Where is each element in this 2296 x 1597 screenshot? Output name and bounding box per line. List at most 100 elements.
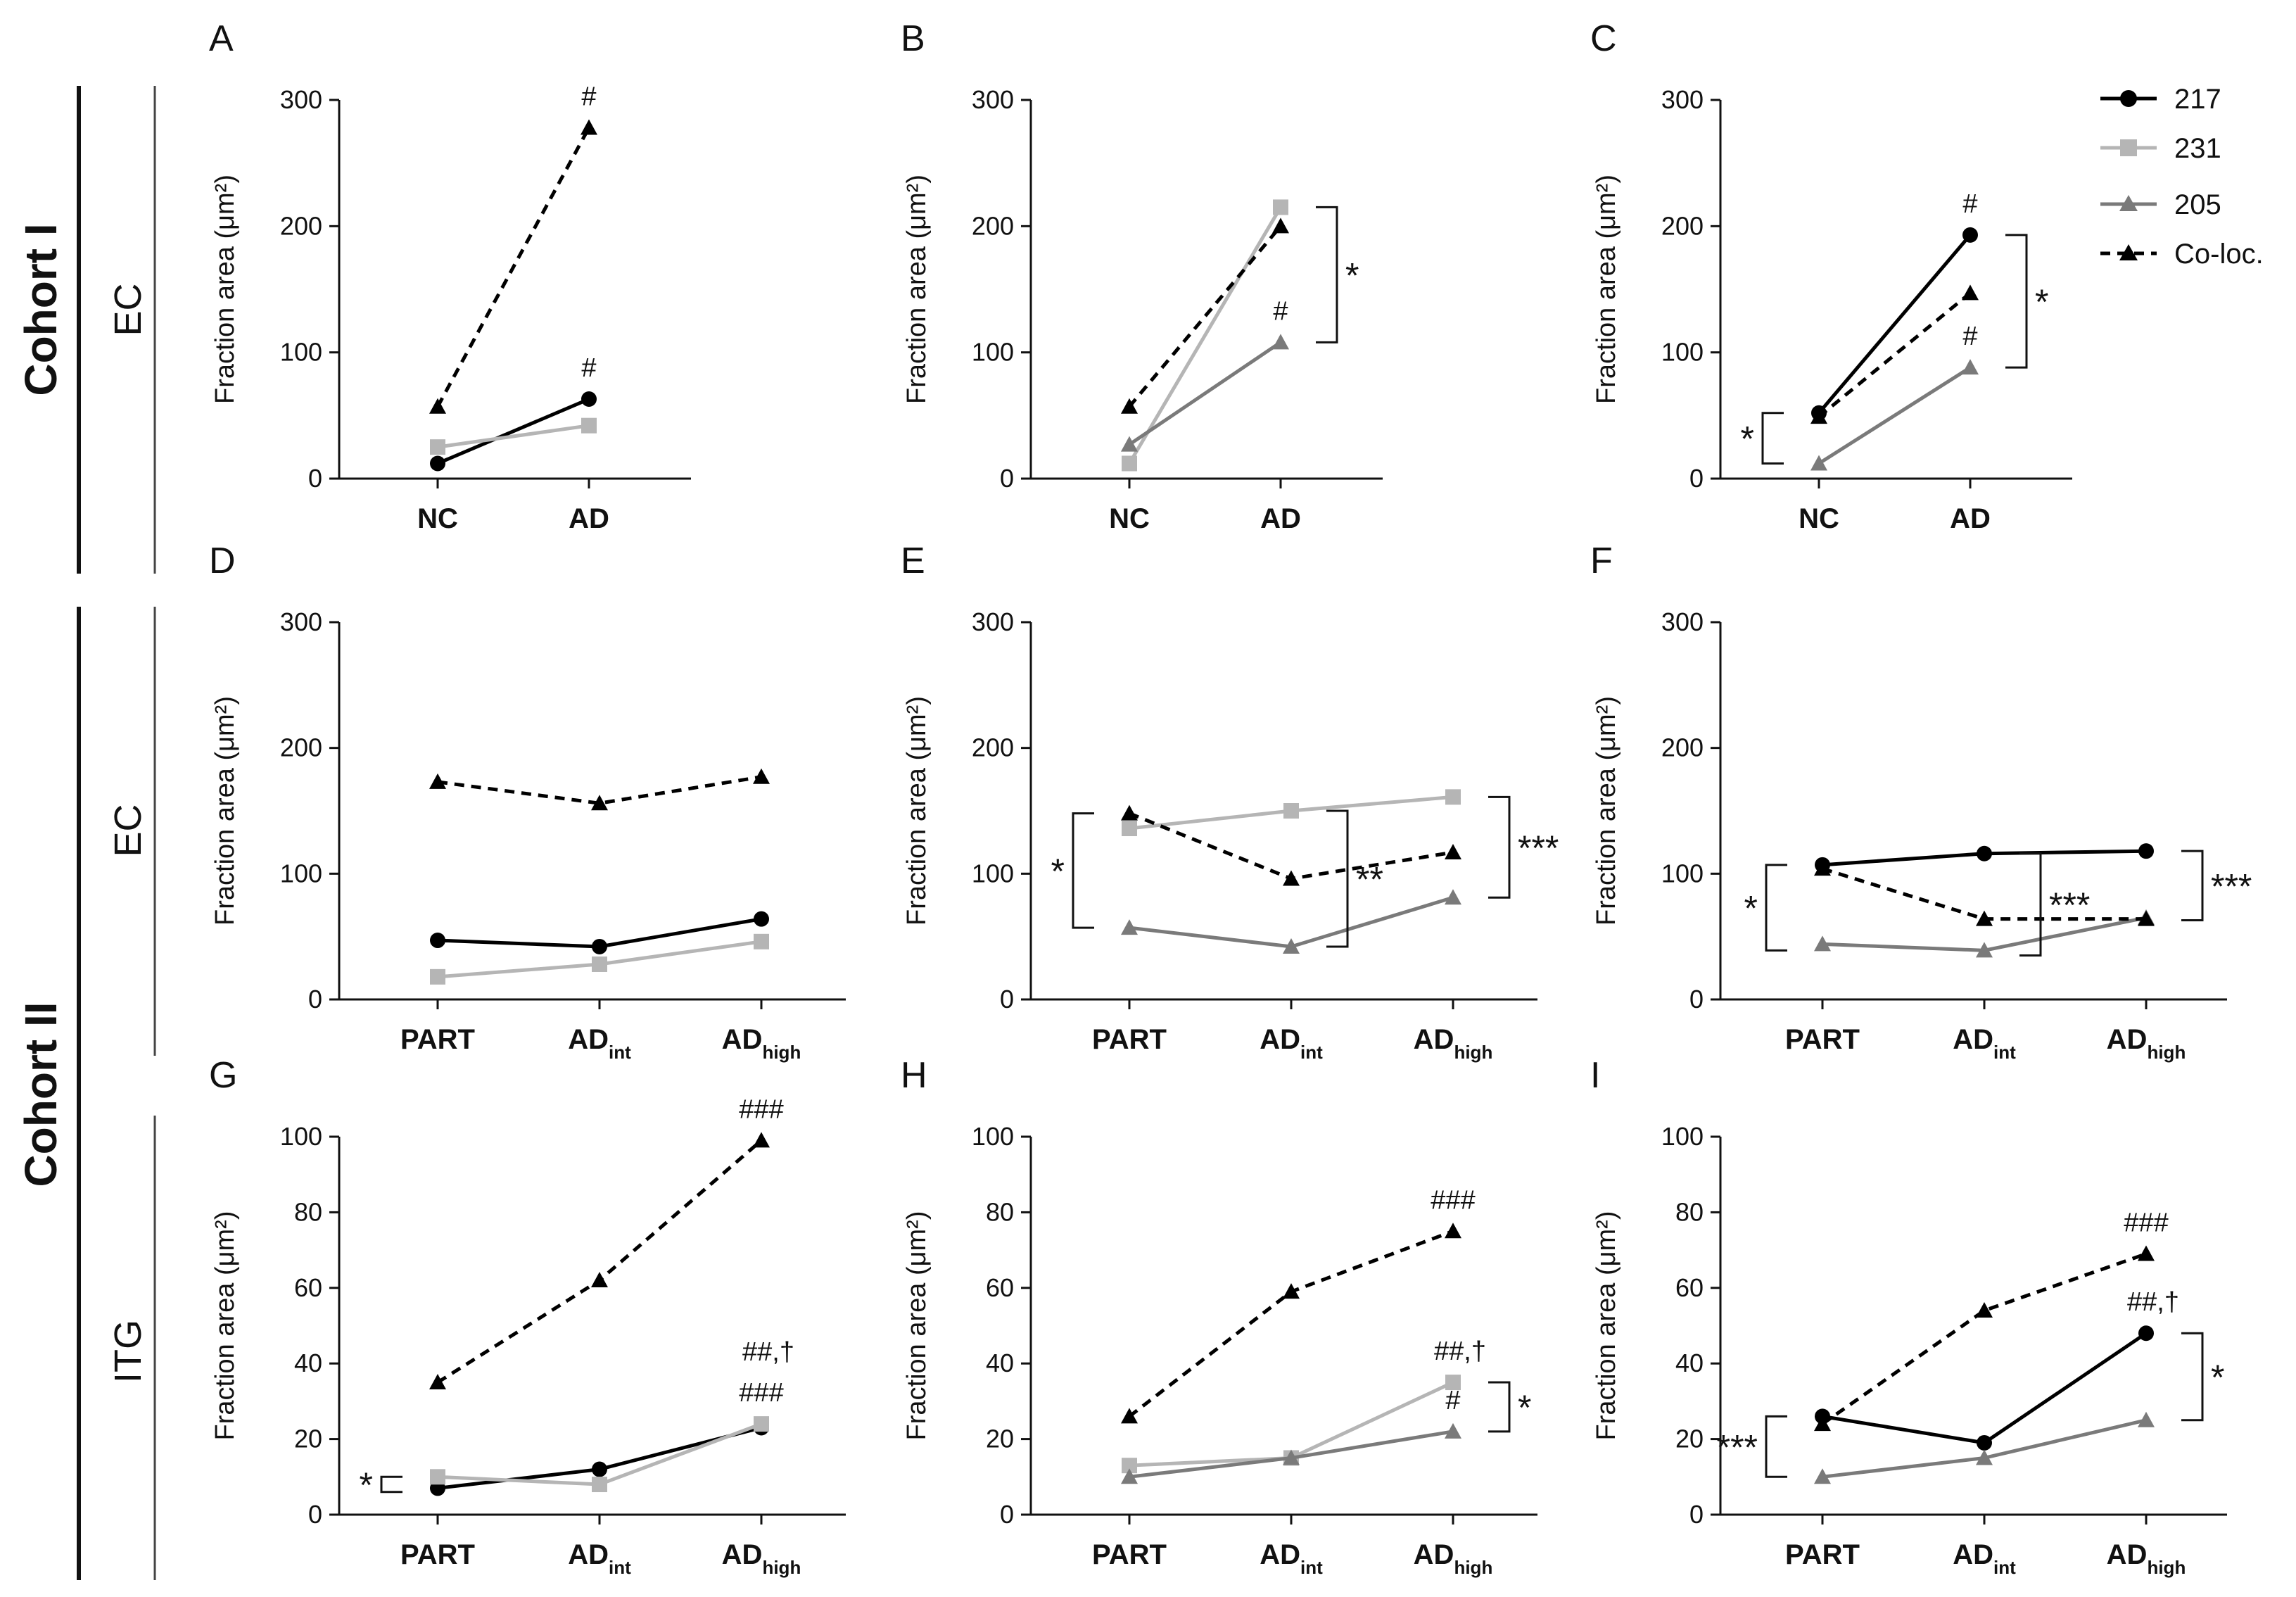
series-line-217 [437, 397, 590, 465]
y-tick-label: 80 [1675, 1197, 1704, 1226]
x-tick-label-part: PART [1092, 1024, 1167, 1055]
x-tick-label-adint: ADint [1953, 1539, 2016, 1578]
y-tick-label: 80 [986, 1197, 1014, 1226]
series-line-co-loc [436, 127, 591, 408]
point-co-loc-0 [429, 1374, 446, 1390]
point-co-loc-0 [1810, 408, 1827, 424]
point-231-0 [430, 1469, 445, 1485]
significance-bracket [1765, 864, 1787, 952]
x-tick-label-ad: AD [569, 503, 609, 534]
legend-label-coloc: Co-loc. [2174, 239, 2264, 270]
y-axis-label: Fraction area (μm²) [902, 696, 932, 926]
x-tick-label-part: PART [1785, 1539, 1860, 1570]
significance-bracket [1761, 412, 1784, 465]
point-231-2 [1445, 789, 1461, 805]
panel-h: H 0 20 40 60 80 100 Fraction area (μm²) PART ADin… [901, 1055, 1537, 1578]
legend: 217 231 205 Co-loc. [2100, 84, 2264, 270]
point-co-loc-2 [1445, 1223, 1461, 1239]
panel-letter: E [901, 541, 925, 581]
x-tick-label-adint: ADint [568, 1539, 631, 1578]
significance-bracket-label: ** [1356, 859, 1383, 899]
point-205-0 [1810, 455, 1827, 471]
panel-letter: F [1590, 541, 1613, 581]
x-tick-label-adhigh: ADhigh [2107, 1539, 2186, 1578]
x-tick-label-adhigh: ADhigh [1414, 1539, 1493, 1578]
y-tick-label: 40 [986, 1349, 1014, 1377]
point-231-0 [1122, 455, 1137, 472]
point-co-loc-2 [1445, 843, 1461, 859]
y-tick-label: 80 [294, 1197, 322, 1226]
x-tick-label-nc: NC [1109, 503, 1150, 534]
y-tick-label: 100 [972, 859, 1014, 888]
legend-label-205: 205 [2174, 189, 2221, 220]
point-205-0 [1814, 1468, 1831, 1484]
significance-bracket-label: *** [2049, 885, 2090, 925]
cohort-2-region-itg: ITG [107, 1320, 149, 1383]
x-tick-label-part: PART [400, 1024, 475, 1055]
y-tick-label: 0 [1000, 1500, 1014, 1529]
point-231-0 [1122, 821, 1137, 837]
y-tick-label: 20 [294, 1425, 322, 1453]
point-co-loc-2 [753, 1132, 770, 1148]
y-tick-label: 40 [294, 1349, 322, 1377]
x-tick-label-nc: NC [1799, 503, 1839, 534]
significance-annotation: # [1445, 1386, 1460, 1415]
point-co-loc-0 [1814, 860, 1831, 876]
y-tick-label: 300 [280, 607, 322, 636]
significance-bracket-label: *** [1518, 828, 1559, 868]
y-tick-label: 200 [280, 733, 322, 762]
series-line-205 [1128, 341, 1282, 446]
legend-label-217: 217 [2174, 84, 2221, 115]
point-co-loc-1 [1962, 284, 1979, 301]
legend-marker-circle-icon [2120, 90, 2137, 107]
significance-bracket [2019, 852, 2042, 957]
point-co-loc-2 [2138, 910, 2155, 926]
y-tick-label: 300 [280, 85, 322, 114]
point-co-loc-1 [1976, 910, 1993, 926]
panel-c: C 0 100 200 300 Fraction area (μm²) NC AD # # * * [1590, 18, 2072, 534]
x-tick-label-adhigh: ADhigh [722, 1024, 801, 1063]
significance-bracket-label: * [360, 1465, 373, 1505]
point-co-loc-1 [1272, 217, 1289, 234]
point-217-2 [754, 911, 769, 927]
panel-a: A 0 100 200 300 Fraction area (μm²) NC AD # # [209, 18, 691, 534]
y-tick-label: 60 [294, 1273, 322, 1302]
point-231-0 [430, 968, 445, 985]
cohort-2-region-ec: EC [107, 804, 149, 857]
y-tick-label: 60 [986, 1273, 1014, 1302]
y-axis-label: Fraction area (μm²) [210, 696, 240, 926]
significance-bracket [1326, 809, 1349, 948]
significance-annotation: # [581, 353, 596, 383]
point-205-0 [1814, 935, 1831, 952]
point-217-1 [581, 391, 597, 408]
legend-item-217: 217 [2100, 84, 2221, 115]
point-217-1 [592, 938, 607, 954]
point-217-1 [1977, 1434, 1992, 1451]
point-205-0 [1121, 436, 1138, 452]
panel-letter: B [901, 18, 925, 59]
y-tick-label: 100 [1661, 859, 1704, 888]
point-231-1 [1273, 199, 1288, 215]
x-tick-label-adint: ADint [568, 1024, 631, 1063]
point-217-1 [1962, 227, 1978, 243]
y-tick-label: 100 [280, 1122, 322, 1151]
y-tick-label: 300 [1661, 85, 1704, 114]
series-line-co-loc [1128, 225, 1282, 408]
significance-annotation: # [1962, 322, 1977, 351]
legend-item-205: 205 [2100, 189, 2221, 220]
point-205-0 [1121, 1468, 1138, 1484]
point-205-2 [2138, 1411, 2155, 1427]
y-tick-label: 100 [1661, 338, 1704, 367]
x-tick-label-part: PART [1092, 1539, 1167, 1570]
significance-bracket-label: *** [1717, 1427, 1758, 1467]
y-axis-label: Fraction area (μm²) [902, 175, 932, 404]
x-tick-label-ad: AD [1260, 503, 1301, 534]
legend-marker-square-icon [2120, 139, 2137, 156]
y-tick-label: 40 [1675, 1349, 1704, 1377]
x-tick-label-adhigh: ADhigh [2107, 1024, 2186, 1063]
y-axis-label: Fraction area (μm²) [1592, 696, 1621, 926]
y-tick-label: 300 [972, 85, 1014, 114]
significance-bracket [1316, 206, 1338, 343]
y-axis-label: Fraction area (μm²) [902, 1211, 932, 1441]
